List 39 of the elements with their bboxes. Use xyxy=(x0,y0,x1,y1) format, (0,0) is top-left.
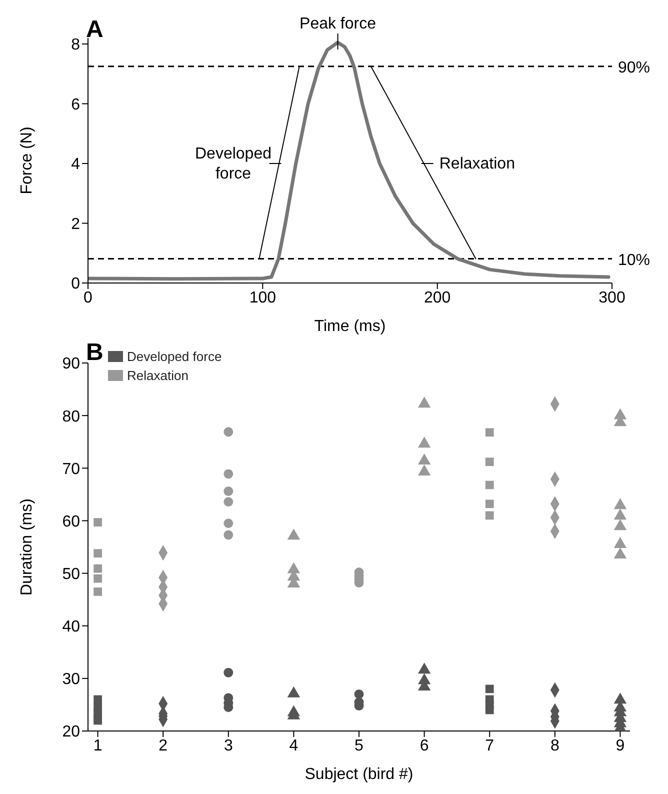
x-tick-label: 7 xyxy=(485,737,494,754)
x-tick-label: 200 xyxy=(424,289,451,306)
y-axis-title: Force (N) xyxy=(18,126,36,194)
y-axis-title: Duration (ms) xyxy=(18,498,36,596)
x-tick-label: 2 xyxy=(158,737,168,754)
y-tick-label: 40 xyxy=(62,618,80,636)
chart-title: B xyxy=(86,339,104,367)
x-tick-label: 100 xyxy=(249,289,276,306)
x-axis-title: Time (ms) xyxy=(314,318,386,335)
y-tick-label: 30 xyxy=(62,671,80,688)
annotation: Developed force xyxy=(195,145,272,182)
annotation: 10% xyxy=(618,252,650,269)
y-tick-label: 0 xyxy=(71,276,80,293)
x-tick-label: 5 xyxy=(354,737,364,754)
x-tick-label: 6 xyxy=(420,737,429,754)
y-tick-label: 80 xyxy=(62,408,80,426)
y-tick-label: 50 xyxy=(62,566,80,583)
x-tick-label: 9 xyxy=(616,737,625,754)
annotation: 90% xyxy=(618,59,650,76)
x-tick-label: 300 xyxy=(598,289,626,306)
y-tick-label: 90 xyxy=(62,356,80,373)
y-tick-label: 6 xyxy=(71,96,80,114)
y-tick-label: 8 xyxy=(71,36,80,54)
chart-title: A xyxy=(86,16,104,44)
y-tick-label: 60 xyxy=(62,513,80,530)
x-tick-label: 8 xyxy=(550,737,560,754)
x-tick-label: 0 xyxy=(84,289,93,306)
y-tick-label: 4 xyxy=(71,156,80,174)
y-tick-label: 70 xyxy=(62,460,80,478)
x-axis-title: Subject (bird #) xyxy=(304,766,414,783)
annotation: Relaxation xyxy=(439,155,515,172)
y-tick-label: 20 xyxy=(62,724,80,741)
legend-label: Relaxation xyxy=(127,368,188,383)
annotation: Peak force xyxy=(300,15,376,32)
legend-label: Developed force xyxy=(127,349,222,364)
x-tick-label: 1 xyxy=(93,737,102,754)
x-tick-label: 4 xyxy=(289,737,298,754)
x-tick-label: 3 xyxy=(224,737,233,754)
y-tick-label: 2 xyxy=(71,216,80,233)
